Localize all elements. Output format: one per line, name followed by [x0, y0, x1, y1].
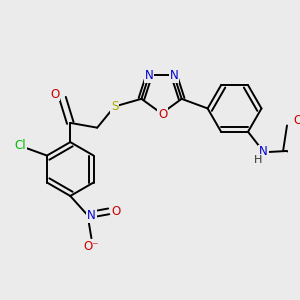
Text: O⁻: O⁻	[84, 240, 99, 254]
Text: Cl: Cl	[14, 140, 26, 152]
Text: N: N	[145, 69, 154, 82]
Text: N: N	[87, 209, 96, 222]
Text: N: N	[169, 69, 178, 82]
Text: N: N	[259, 146, 268, 158]
Text: O: O	[158, 108, 167, 121]
Text: S: S	[111, 100, 118, 113]
Text: O: O	[293, 114, 300, 127]
Text: O: O	[112, 205, 121, 218]
Text: H: H	[254, 155, 262, 165]
Text: O: O	[50, 88, 59, 100]
